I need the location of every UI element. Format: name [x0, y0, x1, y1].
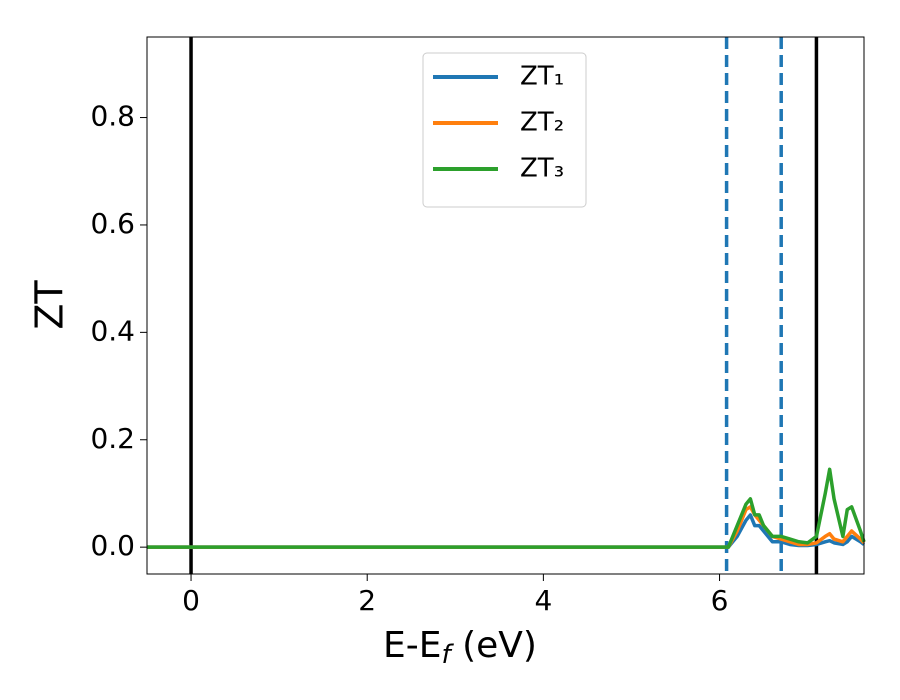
- x-tick-label: 6: [711, 584, 729, 617]
- y-tick-label: 0.2: [90, 422, 135, 455]
- x-tick-label: 0: [182, 584, 200, 617]
- legend: ZT₁ ZT₂ ZT₃: [422, 52, 587, 208]
- legend-label: ZT₂: [520, 108, 564, 138]
- x-axis-label: E-Ef (eV): [383, 625, 537, 670]
- plot-frame: [146, 36, 865, 575]
- y-axis-label: ZT: [28, 280, 72, 330]
- y-tick-label: 0.4: [90, 314, 135, 347]
- x-tick-label: 4: [534, 584, 552, 617]
- series-line: [147, 467, 866, 549]
- x-tick-label: 2: [358, 584, 376, 617]
- legend-label: ZT₃: [520, 154, 564, 184]
- series-line: [147, 513, 866, 549]
- series-line: [147, 505, 866, 549]
- y-tick-label: 0.6: [90, 207, 135, 240]
- y-tick-label: 0.0: [90, 529, 135, 562]
- y-tick-label: 0.8: [90, 100, 135, 133]
- legend-label: ZT₁: [520, 62, 564, 92]
